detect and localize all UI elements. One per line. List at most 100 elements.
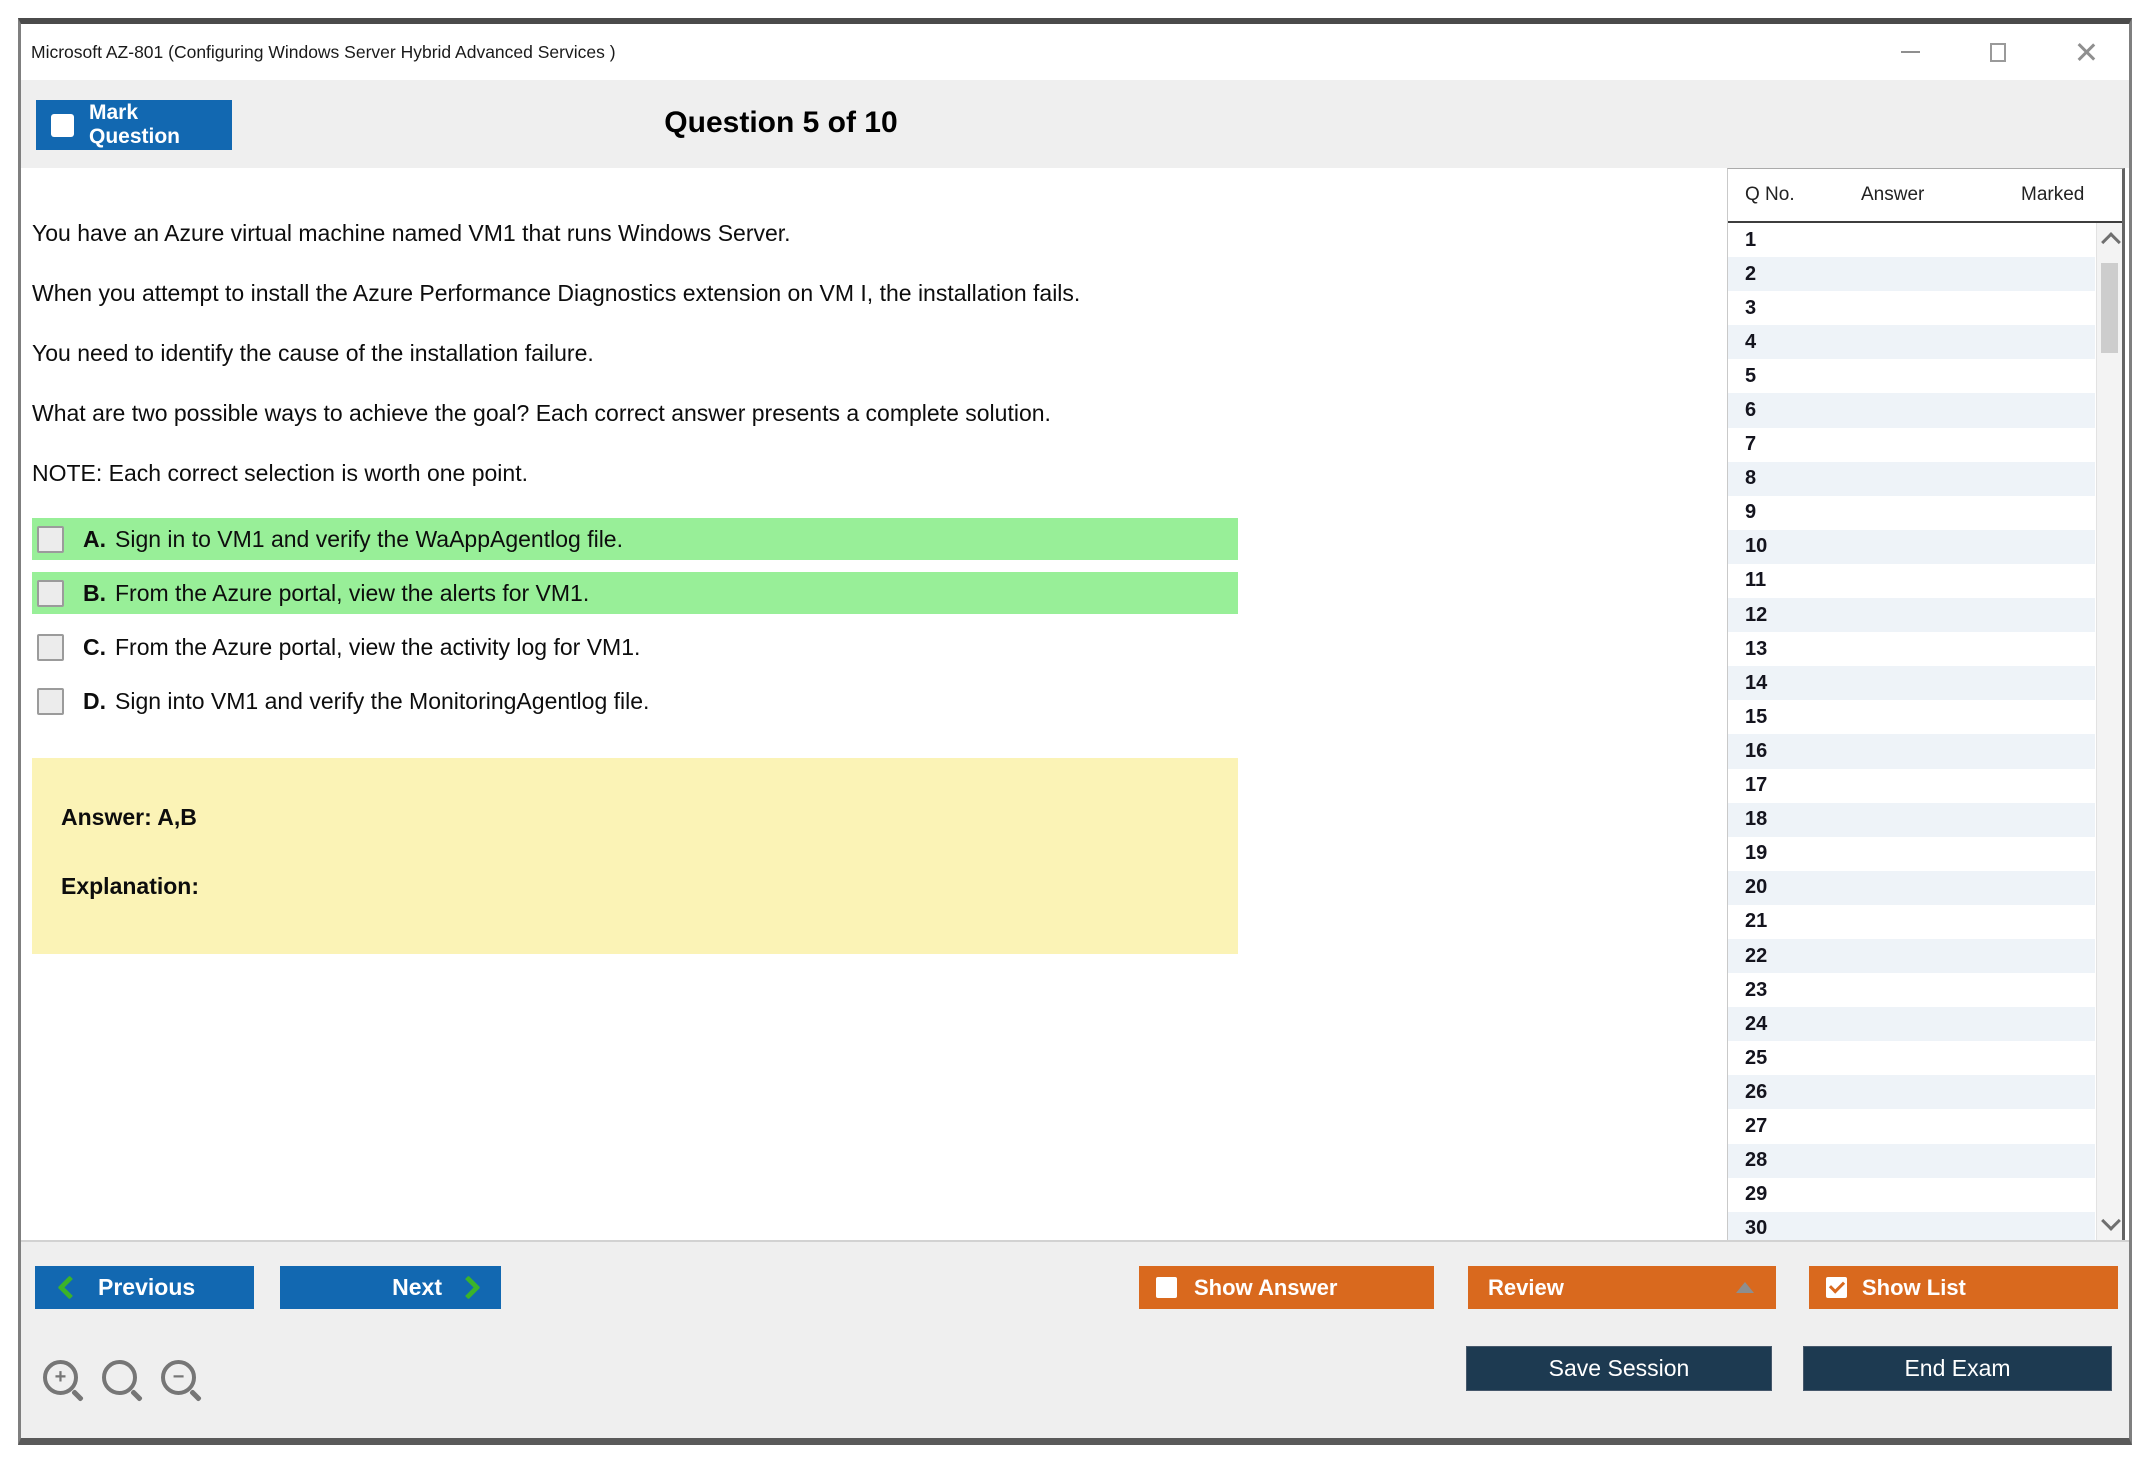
question-number: 8 [1745,467,1757,490]
next-label: Next [392,1274,442,1300]
question-number: 9 [1745,501,1757,524]
question-list-scrollbar[interactable] [2096,223,2122,1240]
question-row[interactable]: 11 [1728,564,2095,598]
question-row[interactable]: 28 [1728,1143,2095,1178]
minimize-icon [1900,51,1920,53]
question-number: 14 [1745,671,1768,694]
question-number: 25 [1745,1046,1768,1069]
question-row[interactable]: 24 [1728,1007,2095,1042]
question-row[interactable]: 5 [1728,359,2095,393]
window-title: Microsoft AZ-801 (Configuring Windows Se… [31,41,616,62]
question-row[interactable]: 21 [1728,905,2095,939]
question-list: 1 2 3 4 5 6 7 8 9 10 11 12 13 14 15 16 17 18 19 20 21 22 23 24 2… [1728,223,2122,1240]
option-row-b[interactable]: B. From the Azure portal, view the alerts… [32,572,1238,614]
option-row-d[interactable]: D. Sign into VM1 and verify the Monitorin… [32,680,1238,722]
show-list-label: Show List [1862,1274,1966,1300]
question-number: 5 [1745,364,1757,387]
question-list-panel: Q No. Answer Marked 1 2 3 4 5 6 7 8 9 10 11 12 13 14 1… [1727,168,2125,1240]
question-row[interactable]: 3 [1728,291,2095,325]
option-b-checkbox[interactable] [37,579,64,607]
option-c-checkbox[interactable] [37,633,64,661]
option-row-a[interactable]: A. Sign in to VM1 and verify the WaAppAge… [32,518,1238,560]
show-list-button[interactable]: Show List [1809,1266,2118,1309]
end-exam-label: End Exam [1904,1355,2011,1381]
zoom-out-icon[interactable]: − [161,1360,196,1395]
question-number: 18 [1745,808,1768,831]
question-number: 13 [1745,637,1768,660]
save-session-button[interactable]: Save Session [1466,1346,1772,1391]
zoom-in-icon[interactable]: + [43,1360,78,1395]
question-row[interactable]: 6 [1728,393,2095,428]
previous-button[interactable]: Previous [35,1266,254,1309]
question-number: 11 [1745,569,1767,592]
question-paragraph: NOTE: Each correct selection is worth on… [32,460,528,486]
next-button[interactable]: Next [280,1266,501,1309]
question-number: 1 [1745,228,1757,251]
mark-question-button[interactable]: Mark Question [36,100,232,150]
option-a-checkbox[interactable] [37,525,64,553]
scroll-up-icon[interactable] [2101,232,2121,252]
save-session-label: Save Session [1548,1355,1690,1381]
zoom-reset-icon[interactable] [102,1360,137,1395]
answer-label: Answer: A,B [61,804,197,830]
question-row[interactable]: 30 [1728,1211,2095,1240]
main-area: You have an Azure virtual machine named … [21,168,2129,1240]
question-row[interactable]: 8 [1728,461,2095,496]
minimize-button[interactable] [1897,39,1923,65]
window-controls [1897,39,2099,65]
scrollbar-thumb[interactable] [2101,263,2118,353]
question-row[interactable]: 16 [1728,734,2095,769]
question-paragraph: You need to identify the cause of the in… [32,340,594,366]
question-number: 22 [1745,944,1768,967]
end-exam-button[interactable]: End Exam [1803,1346,2112,1391]
question-row[interactable]: 9 [1728,496,2095,530]
question-row[interactable]: 22 [1728,938,2095,974]
question-row[interactable]: 27 [1728,1109,2095,1143]
question-number: 30 [1745,1217,1768,1240]
question-row[interactable]: 17 [1728,769,2095,803]
question-row[interactable]: 2 [1728,257,2095,292]
title-bar: Microsoft AZ-801 (Configuring Windows Se… [21,24,2129,80]
question-row[interactable]: 29 [1728,1178,2095,1212]
question-row[interactable]: 15 [1728,700,2095,734]
question-row[interactable]: 14 [1728,666,2095,701]
chevron-right-icon [456,1275,481,1300]
question-row[interactable]: 13 [1728,632,2095,666]
question-number: 17 [1745,774,1768,797]
question-paragraph: What are two possible ways to achieve th… [32,400,1051,426]
question-row[interactable]: 19 [1728,837,2095,871]
question-row[interactable]: 18 [1728,802,2095,837]
option-c-letter: C. [83,633,106,660]
question-number: 6 [1745,399,1757,422]
question-row[interactable]: 26 [1728,1075,2095,1110]
question-row[interactable]: 25 [1728,1041,2095,1075]
question-row[interactable]: 23 [1728,973,2095,1007]
mark-question-checkbox[interactable] [51,113,74,137]
review-button[interactable]: Review [1468,1266,1776,1309]
option-d-checkbox[interactable] [37,687,64,715]
column-qno: Q No. [1745,184,1795,205]
question-number: 4 [1745,330,1757,353]
question-row[interactable]: 20 [1728,870,2095,905]
question-row[interactable]: 4 [1728,325,2095,360]
close-button[interactable] [2073,39,2099,65]
zoom-controls: + − [43,1360,196,1395]
question-row[interactable]: 1 [1728,223,2095,257]
question-paragraph: You have an Azure virtual machine named … [32,220,791,246]
question-number: 23 [1745,978,1768,1001]
show-answer-checkbox[interactable] [1156,1277,1177,1298]
question-panel: You have an Azure virtual machine named … [21,168,1727,1240]
question-row[interactable]: 7 [1728,428,2095,462]
question-row[interactable]: 10 [1728,529,2095,564]
maximize-button[interactable] [1985,39,2011,65]
review-label: Review [1488,1274,1564,1300]
question-number: 24 [1745,1012,1768,1035]
question-row[interactable]: 12 [1728,598,2095,633]
show-list-checkbox[interactable] [1826,1277,1847,1298]
question-rows: 1 2 3 4 5 6 7 8 9 10 11 12 13 14 15 16 17 18 19 20 21 22 23 24 2… [1728,223,2122,1240]
scroll-down-icon[interactable] [2101,1211,2121,1231]
option-row-c[interactable]: C. From the Azure portal, view the activi… [32,626,1238,668]
show-answer-button[interactable]: Show Answer [1139,1266,1434,1309]
close-icon [2076,42,2096,62]
question-number: 20 [1745,876,1768,899]
